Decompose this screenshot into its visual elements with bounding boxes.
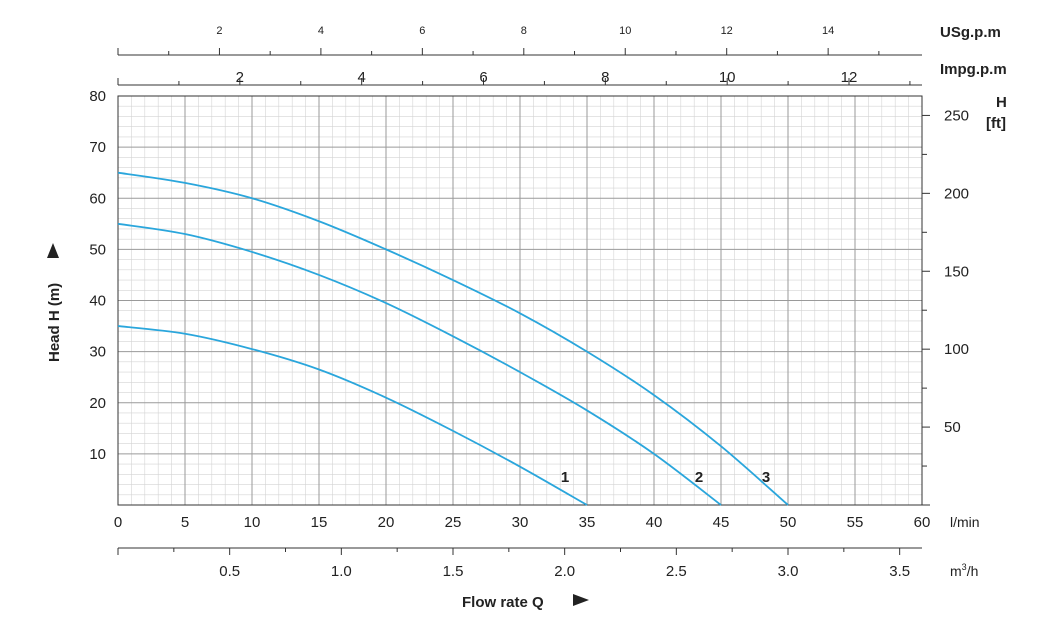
y-tick-label-m: 80 <box>89 88 106 105</box>
x-tick-label-impg: 10 <box>719 69 736 86</box>
x-tick-label-usg: 12 <box>721 25 733 37</box>
y-tick-label-m: 30 <box>89 344 106 361</box>
y-tick-label-m: 40 <box>89 293 106 310</box>
x-tick-label-m3h: 2.5 <box>666 563 687 580</box>
y-tick-label-m: 50 <box>89 241 106 258</box>
y-axis-arrow-icon <box>47 243 59 258</box>
impg-unit-label: Impg.p.m <box>940 61 1007 78</box>
x-tick-label-lmin: 45 <box>713 514 730 531</box>
x-tick-label-impg: 2 <box>236 69 244 86</box>
curve-label-1: 1 <box>561 469 569 486</box>
usg-unit-label: USg.p.m <box>940 24 1001 41</box>
ft-unit-label-bottom: [ft] <box>986 115 1006 132</box>
m3h-unit-label: m3/h <box>950 562 978 579</box>
x-tick-label-lmin: 55 <box>847 514 864 531</box>
x-tick-label-impg: 4 <box>357 69 365 86</box>
x-tick-label-lmin: 0 <box>114 514 122 531</box>
x-tick-label-m3h: 1.5 <box>443 563 464 580</box>
y-tick-label-ft: 250 <box>944 107 969 124</box>
x-tick-label-impg: 8 <box>601 69 609 86</box>
lmin-unit-label: l/min <box>950 514 980 530</box>
x-tick-label-m3h: 3.5 <box>889 563 910 580</box>
x-tick-label-lmin: 30 <box>512 514 529 531</box>
x-axis-title: Flow rate Q <box>462 594 544 611</box>
x-tick-label-impg: 6 <box>479 69 487 86</box>
x-axis-arrow-icon <box>573 594 589 606</box>
y-tick-label-m: 60 <box>89 190 106 207</box>
curves <box>117 171 789 506</box>
y-tick-label-m: 20 <box>89 395 106 412</box>
x-tick-label-lmin: 5 <box>181 514 189 531</box>
x-tick-label-m3h: 0.5 <box>219 563 240 580</box>
grid <box>117 95 923 506</box>
y-tick-label-ft: 100 <box>944 341 969 358</box>
y-tick-label-ft: 150 <box>944 263 969 280</box>
axes <box>117 48 930 555</box>
labels: 0 5 10 15 20 25 30 35 40 45 50 55 60 0.5 1.0 1.5 2.0 2.5 3… <box>89 25 969 580</box>
m3h-unit-tail: /h <box>967 563 979 579</box>
x-tick-label-usg: 10 <box>619 25 631 37</box>
curve-series-2 <box>117 222 722 506</box>
ft-unit-label-top: H <box>996 94 1007 111</box>
y-tick-label-ft: 200 <box>944 185 969 202</box>
x-tick-label-usg: 14 <box>822 25 834 37</box>
curve-label-2: 2 <box>695 469 703 486</box>
x-tick-label-impg: 12 <box>841 69 858 86</box>
x-tick-label-usg: 6 <box>419 25 425 37</box>
y-tick-label-ft: 50 <box>944 419 961 436</box>
m3h-unit-superscript: 3 <box>962 562 967 572</box>
curve-label-3: 3 <box>762 469 770 486</box>
x-tick-label-usg: 2 <box>216 25 222 37</box>
plot-frame <box>117 95 923 506</box>
x-tick-label-lmin: 40 <box>646 514 663 531</box>
x-tick-label-usg: 8 <box>521 25 527 37</box>
x-tick-label-lmin: 15 <box>311 514 328 531</box>
y-tick-label-m: 10 <box>89 446 106 463</box>
x-tick-label-usg: 4 <box>318 25 324 37</box>
y-tick-label-m: 70 <box>89 139 106 156</box>
x-tick-label-m3h: 3.0 <box>778 563 799 580</box>
x-tick-label-lmin: 25 <box>445 514 462 531</box>
x-tick-label-m3h: 2.0 <box>554 563 575 580</box>
x-tick-label-lmin: 35 <box>579 514 596 531</box>
curve-series-1 <box>117 325 588 506</box>
y-axis-title: Head H (m) <box>46 283 63 362</box>
curve-series-3 <box>117 171 789 506</box>
x-tick-label-lmin: 10 <box>244 514 261 531</box>
x-tick-label-lmin: 50 <box>780 514 797 531</box>
x-tick-label-m3h: 1.0 <box>331 563 352 580</box>
x-tick-label-lmin: 60 <box>914 514 931 531</box>
x-tick-label-lmin: 20 <box>378 514 395 531</box>
